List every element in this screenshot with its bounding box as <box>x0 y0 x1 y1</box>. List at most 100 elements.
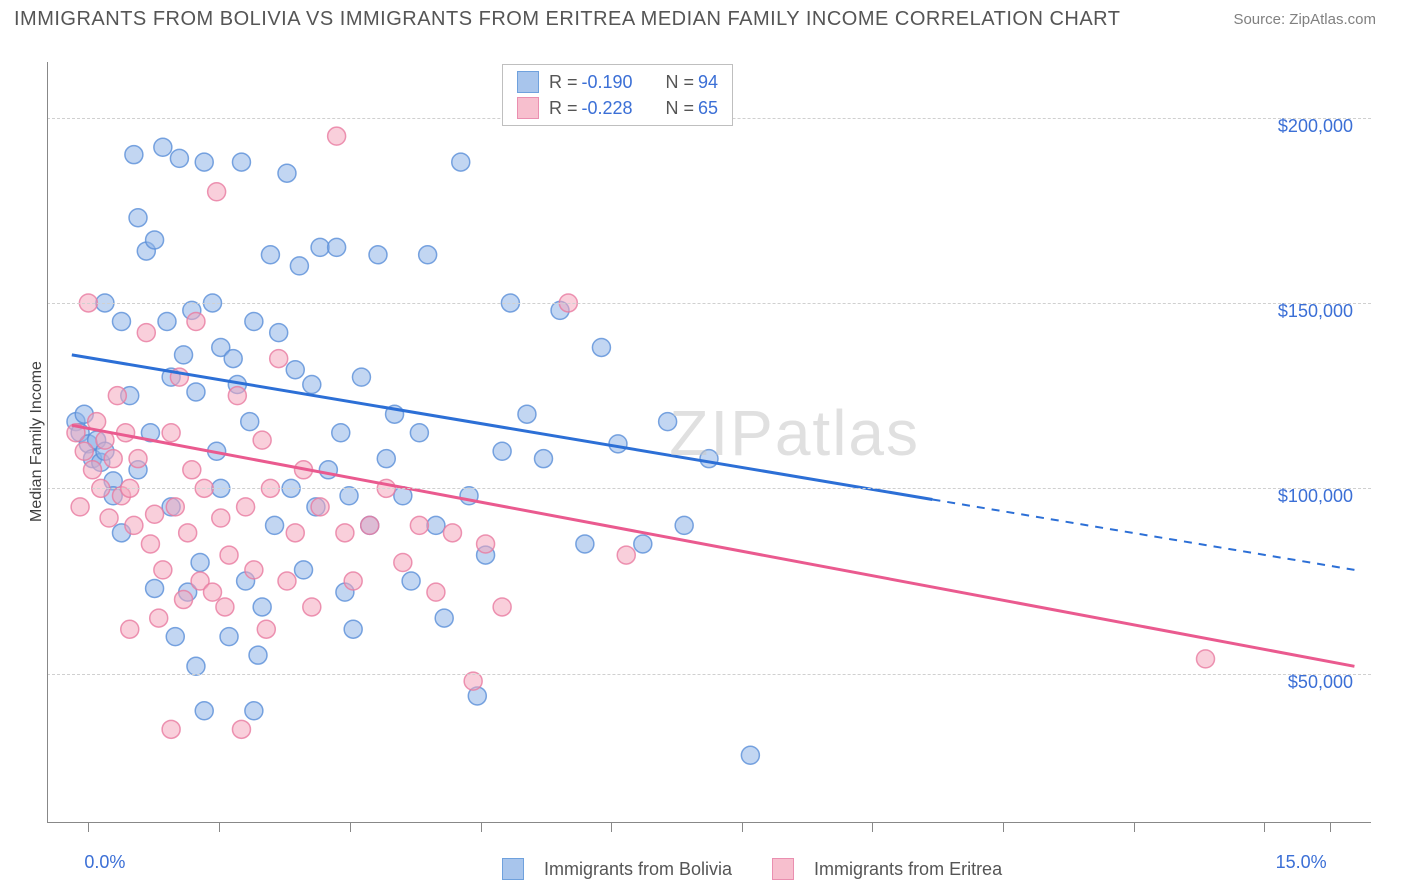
data-point <box>162 424 180 442</box>
data-point <box>158 313 176 331</box>
data-point <box>435 609 453 627</box>
data-point <box>220 546 238 564</box>
data-point <box>245 313 263 331</box>
data-point <box>220 628 238 646</box>
data-point <box>518 405 536 423</box>
data-point <box>75 442 93 460</box>
data-point <box>162 720 180 738</box>
data-point <box>270 324 288 342</box>
y-axis-label: Median Family Income <box>28 361 46 522</box>
data-point <box>245 702 263 720</box>
data-point <box>125 516 143 534</box>
data-point <box>303 598 321 616</box>
data-point <box>352 368 370 386</box>
data-point <box>410 516 428 534</box>
stats-legend-row: R = -0.228N = 65 <box>517 97 718 119</box>
ytick-label: $50,000 <box>1233 672 1353 693</box>
data-point <box>71 498 89 516</box>
data-point <box>344 620 362 638</box>
data-point <box>245 561 263 579</box>
data-point <box>592 338 610 356</box>
data-point <box>609 435 627 453</box>
data-point <box>129 450 147 468</box>
data-point <box>535 450 553 468</box>
data-point <box>195 153 213 171</box>
data-point <box>427 516 445 534</box>
data-point <box>112 313 130 331</box>
data-point <box>146 579 164 597</box>
data-point <box>1197 650 1215 668</box>
chart-container: IMMIGRANTS FROM BOLIVIA VS IMMIGRANTS FR… <box>0 0 1406 892</box>
data-point <box>286 361 304 379</box>
data-point <box>224 350 242 368</box>
series-legend: Immigrants from Bolivia Immigrants from E… <box>502 858 1002 880</box>
legend-swatch-icon <box>517 97 539 119</box>
plot-area <box>47 62 1371 822</box>
data-point <box>741 746 759 764</box>
data-point <box>311 498 329 516</box>
data-point <box>212 509 230 527</box>
data-point <box>228 387 246 405</box>
data-point <box>270 350 288 368</box>
data-point <box>427 583 445 601</box>
data-point <box>257 620 275 638</box>
legend-swatch-icon <box>502 858 524 880</box>
data-point <box>369 246 387 264</box>
data-point <box>141 535 159 553</box>
data-point <box>576 535 594 553</box>
data-point <box>303 376 321 394</box>
ytick-label: $150,000 <box>1233 301 1353 322</box>
data-point <box>137 324 155 342</box>
data-point <box>452 153 470 171</box>
ytick-label: $100,000 <box>1233 486 1353 507</box>
data-point <box>328 127 346 145</box>
data-point <box>328 238 346 256</box>
data-point <box>344 572 362 590</box>
data-point <box>166 628 184 646</box>
data-point <box>146 505 164 523</box>
data-point <box>361 516 379 534</box>
data-point <box>634 535 652 553</box>
data-point <box>187 313 205 331</box>
header: IMMIGRANTS FROM BOLIVIA VS IMMIGRANTS FR… <box>0 0 1406 41</box>
data-point <box>121 620 139 638</box>
chart-title: IMMIGRANTS FROM BOLIVIA VS IMMIGRANTS FR… <box>14 8 1120 31</box>
data-point <box>241 413 259 431</box>
data-point <box>253 431 271 449</box>
data-point <box>261 246 279 264</box>
data-point <box>104 450 122 468</box>
data-point <box>493 598 511 616</box>
data-point <box>377 450 395 468</box>
data-point <box>187 657 205 675</box>
data-point <box>100 509 118 527</box>
data-point <box>125 146 143 164</box>
data-point <box>154 138 172 156</box>
data-point <box>290 257 308 275</box>
data-point <box>150 609 168 627</box>
data-point <box>108 387 126 405</box>
data-point <box>278 164 296 182</box>
data-point <box>187 383 205 401</box>
data-point <box>253 598 271 616</box>
data-point <box>154 561 172 579</box>
data-point <box>237 498 255 516</box>
data-point <box>232 720 250 738</box>
trend-line <box>72 355 933 500</box>
data-point <box>175 346 193 364</box>
data-point <box>477 535 495 553</box>
data-point <box>332 424 350 442</box>
data-point <box>278 572 296 590</box>
stats-legend-row: R = -0.190N = 94 <box>517 71 718 93</box>
data-point <box>175 591 193 609</box>
data-point <box>166 498 184 516</box>
data-point <box>311 238 329 256</box>
series-name: Immigrants from Eritrea <box>814 859 1002 880</box>
data-point <box>183 461 201 479</box>
data-point <box>419 246 437 264</box>
series-legend-item: Immigrants from Bolivia <box>502 858 732 880</box>
legend-swatch-icon <box>517 71 539 93</box>
data-point <box>84 461 102 479</box>
data-point <box>464 672 482 690</box>
data-point <box>249 646 267 664</box>
data-point <box>286 524 304 542</box>
